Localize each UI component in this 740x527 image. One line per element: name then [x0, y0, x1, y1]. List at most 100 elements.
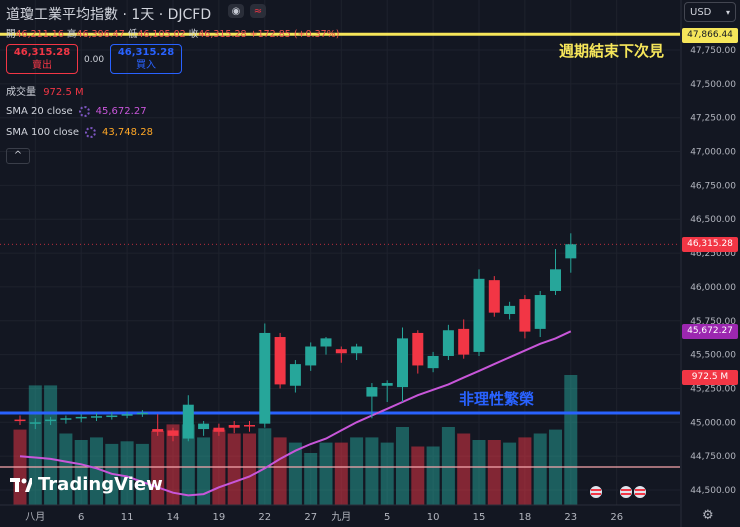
irrational-annotation: 非理性繁榮: [459, 390, 535, 408]
hide-icon[interactable]: ◉: [228, 4, 244, 18]
x-tick-label: 23: [564, 512, 577, 523]
sma100-indicator[interactable]: SMA 100 close 43,748.28: [6, 127, 153, 138]
y-tick-label: 45,250.00: [690, 384, 736, 394]
candle: [335, 346, 347, 363]
candle-body: [106, 415, 118, 418]
x-tick-label: 八月: [25, 511, 45, 523]
weekend-annotation: 週期結束下次見: [558, 42, 664, 60]
volume-bar: [319, 442, 333, 505]
candle: [274, 332, 286, 389]
volume-bar: [181, 424, 195, 505]
candle: [351, 343, 363, 361]
candle: [412, 330, 424, 374]
volume-label: 成交量: [6, 87, 36, 98]
settings-gear-icon[interactable]: ⚙: [702, 508, 714, 523]
volume-bar: [396, 427, 409, 505]
sma20-indicator[interactable]: SMA 20 close 45,672.27: [6, 106, 147, 117]
volume-bar: [227, 433, 241, 505]
candle: [75, 414, 87, 423]
candle-body: [274, 337, 286, 385]
candle-body: [121, 414, 133, 416]
volume-bar: [533, 433, 547, 505]
candle-body: [504, 305, 516, 314]
last-price-tag: 46,315.28: [682, 237, 738, 252]
y-tick-label: 45,750.00: [690, 317, 736, 327]
candle-body: [305, 346, 317, 366]
volume-bar: [365, 437, 379, 505]
volume-bar: [288, 442, 302, 505]
candle: [198, 420, 210, 436]
y-tick-label: 47,000.00: [690, 148, 736, 158]
x-tick-label: 26: [610, 512, 623, 523]
collapse-legend-button[interactable]: ^: [6, 148, 30, 164]
volume-bar: [243, 433, 256, 505]
volume-bar: [166, 424, 180, 505]
volume-bar: [28, 385, 42, 505]
currency-icon[interactable]: ≈: [250, 4, 266, 18]
sell-price: 46,315.28: [13, 47, 71, 58]
candle-body: [519, 299, 531, 332]
candle-body: [60, 418, 72, 420]
candle-body: [228, 425, 240, 428]
x-tick-label: 19: [213, 512, 226, 523]
sma20-label: SMA 20 close: [6, 106, 73, 117]
volume-indicator[interactable]: 成交量 972.5 M: [6, 83, 84, 98]
candle-body: [75, 416, 87, 419]
candle-body: [335, 349, 347, 354]
candle: [473, 269, 485, 356]
sell-button[interactable]: 46,315.28 賣出: [6, 44, 78, 74]
volume-bar: [197, 437, 211, 505]
currency-dropdown[interactable]: USD ▾: [684, 2, 736, 22]
candle-body: [213, 427, 225, 432]
x-tick-label: 27: [304, 512, 317, 523]
sma20-line: [19, 330, 572, 497]
volume-bar: [135, 443, 149, 505]
volume-bar: [273, 437, 287, 505]
volume-bar: [518, 437, 532, 505]
candle: [14, 415, 26, 426]
sma20-icon: [78, 106, 90, 117]
volume-bar: [487, 440, 501, 505]
x-tick-label: 22: [258, 512, 271, 523]
candle-body: [427, 355, 439, 369]
candle: [366, 383, 378, 419]
logo-text: TradingView: [38, 474, 163, 495]
x-tick-label: 6: [78, 512, 84, 523]
volume-bar: [457, 433, 471, 505]
y-tick-label: 46,000.00: [690, 283, 736, 293]
us-flag-icon: [588, 484, 604, 500]
candle: [305, 342, 317, 371]
y-tick-label: 46,750.00: [690, 181, 736, 191]
y-tick-label: 44,500.00: [690, 486, 736, 496]
sma20-price-tag: 45,672.27: [682, 324, 738, 339]
currency-value: USD: [690, 7, 712, 18]
candle: [320, 337, 332, 355]
symbol-title[interactable]: 道瓊工業平均指數 · 1天 · DJCFD: [6, 7, 212, 23]
volume-bar: [44, 385, 58, 505]
y-tick-label: 47,750.00: [690, 46, 736, 56]
x-tick-label: 11: [121, 512, 134, 523]
volume-bar: [472, 440, 486, 505]
y-tick-label: 45,500.00: [690, 351, 736, 361]
candle: [488, 276, 500, 317]
buy-button[interactable]: 46,315.28 買入: [110, 44, 182, 74]
volume-bar: [304, 453, 318, 505]
tradingview-logo[interactable]: TradingView: [10, 474, 163, 495]
candle-body: [442, 330, 454, 356]
candle: [550, 249, 561, 296]
candle-body: [136, 412, 148, 415]
candle-body: [381, 383, 393, 386]
volume-bar: [426, 446, 440, 505]
candle-body: [167, 430, 179, 436]
volume-bar: [59, 433, 73, 505]
candle: [228, 420, 240, 434]
price-axis-panel: [681, 0, 740, 527]
spread-value: 0.00: [84, 55, 105, 65]
candle-body: [289, 364, 301, 386]
volume-bar: [503, 442, 517, 505]
volume-value: 972.5 M: [43, 87, 84, 98]
candle-body: [259, 332, 271, 424]
candle-body: [29, 422, 41, 424]
volume-bar: [74, 440, 88, 505]
